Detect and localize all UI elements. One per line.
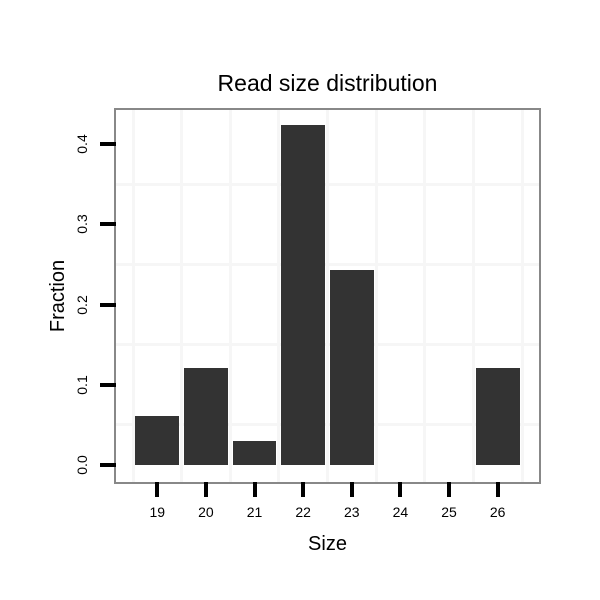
v-gridline [520, 110, 524, 482]
x-axis-tick [155, 482, 160, 497]
v-gridline [277, 110, 281, 482]
y-tick-label: 0.0 [74, 455, 90, 475]
y-axis-tick [100, 302, 116, 307]
x-axis-tick [203, 482, 208, 497]
x-axis-title: Size [308, 533, 347, 555]
x-axis-tick [447, 482, 452, 497]
bar [329, 270, 374, 465]
v-gridline [326, 110, 329, 482]
x-tick-label: 26 [489, 504, 506, 520]
y-axis-tick [100, 142, 116, 147]
bar [232, 440, 277, 465]
x-axis-tick [252, 482, 257, 497]
bar [281, 124, 326, 465]
y-tick-label: 0.4 [74, 134, 90, 154]
plot-panel [114, 108, 541, 484]
x-tick-label: 21 [246, 504, 263, 520]
v-gridline [471, 110, 475, 482]
y-tick-label: 0.2 [74, 294, 90, 315]
bar [184, 367, 228, 465]
x-axis-tick [495, 482, 500, 497]
x-axis-tick [398, 482, 403, 497]
x-axis-tick [301, 482, 306, 497]
v-gridline [374, 110, 378, 482]
x-tick-label: 20 [198, 504, 214, 520]
x-tick-label: 19 [149, 504, 166, 520]
y-tick-label: 0.1 [74, 375, 90, 395]
bar [135, 416, 180, 465]
y-axis-tick [100, 222, 116, 227]
y-axis-title: Fraction [47, 259, 69, 333]
y-axis-tick [100, 382, 116, 387]
v-gridline [180, 110, 184, 482]
x-tick-label: 24 [392, 504, 409, 520]
chart-title: Read size distribution [217, 70, 438, 96]
v-gridline [228, 110, 232, 482]
x-axis-tick [349, 482, 354, 497]
y-axis-tick [100, 462, 116, 467]
bar [475, 367, 520, 465]
v-gridline [131, 110, 135, 482]
x-tick-label: 23 [344, 504, 360, 520]
v-gridline [423, 110, 427, 482]
y-tick-label: 0.3 [74, 214, 90, 234]
x-tick-label: 25 [441, 504, 457, 520]
x-tick-label: 22 [295, 504, 311, 520]
